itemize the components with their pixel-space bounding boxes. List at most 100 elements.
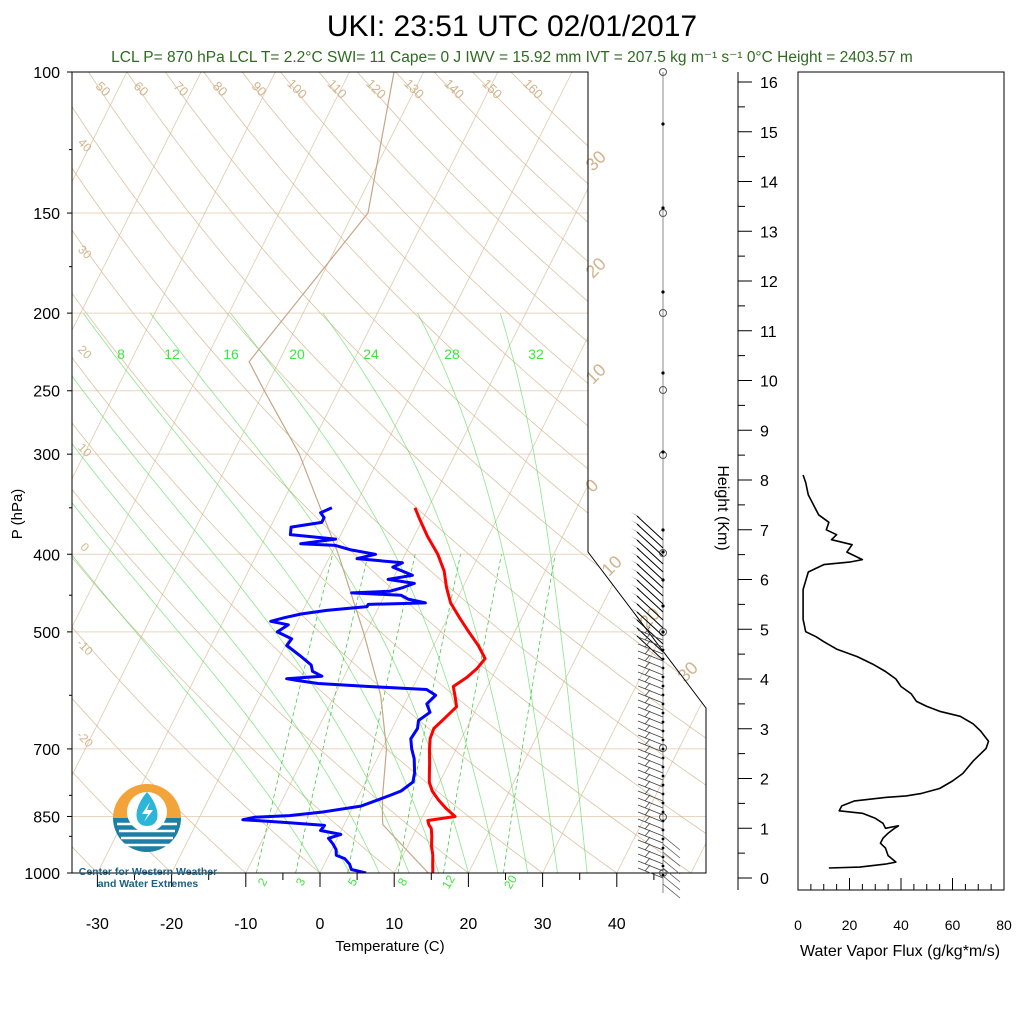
wind-level-dot [661, 774, 665, 778]
temperature-tick-label: 40 [608, 916, 626, 933]
wind-level-dot [661, 747, 665, 751]
pressure-tick-label: 100 [33, 65, 60, 82]
isotherm-line [245, 72, 647, 873]
wind-barb-flag [631, 536, 641, 542]
wind-barb-feather [644, 829, 651, 837]
moist-adiabat-label: 32 [528, 346, 544, 362]
wind-barb-shaft [637, 727, 664, 739]
moist-adiabat-line [72, 312, 410, 873]
moist-adiabat-line [322, 312, 529, 873]
isotherm-line [468, 72, 706, 873]
wind-barb-flag [631, 528, 641, 534]
height-tick-label: 12 [760, 274, 778, 291]
moist-adiabat-label: 28 [444, 346, 460, 362]
pressure-tick-label: 150 [33, 206, 60, 223]
dry-adiabat-label: 100 [284, 76, 310, 102]
isotherm-label: 20 [582, 254, 610, 282]
mixing-ratio-label: 8 [395, 875, 411, 888]
wind-barb-feather [644, 668, 651, 676]
wind-barb-shaft [636, 563, 664, 589]
wvf-profile [802, 474, 990, 869]
wind-barb-shaft [637, 804, 664, 816]
dry-adiabat-line [241, 72, 706, 873]
temperature-tick-label: -20 [160, 916, 183, 933]
wind-barb-flag [631, 512, 641, 518]
isotherm-line [72, 72, 350, 873]
dry-adiabat-line [72, 72, 706, 873]
dry-adiabat-line [72, 72, 706, 873]
stats-line: LCL P= 870 hPa LCL T= 2.2°C SWI= 11 Cape… [111, 49, 913, 66]
wind-barb-feather [644, 738, 651, 746]
dry-adiabat-label: 10 [75, 440, 95, 460]
wind-barb-shaft [637, 860, 664, 872]
dry-adiabat-line [472, 72, 706, 873]
wind-barb-shaft [636, 619, 664, 645]
dry-adiabat-label: 20 [75, 342, 95, 362]
wvf-frame [797, 71, 1005, 891]
mixing-ratio-label: 12 [439, 872, 458, 891]
dry-adiabat-label: 150 [479, 76, 505, 102]
wind-barb-feather [644, 822, 651, 830]
dry-adiabat-line [203, 72, 706, 873]
logo-caption-line2: and Water Extremes [97, 878, 199, 890]
wind-barb-feather [644, 780, 651, 788]
wind-barb-shaft [662, 859, 681, 875]
wind-barb-feather [644, 710, 651, 718]
wind-barb-flag [631, 632, 641, 638]
wind-barb-shaft [636, 555, 664, 581]
isotherm-line [72, 72, 425, 873]
moist-adiabat-line [150, 312, 469, 873]
wind-barb-shaft [636, 571, 664, 597]
cw3e-logo [113, 784, 181, 852]
wind-barb-shaft [637, 853, 664, 865]
mixing-ratio-line [397, 554, 461, 873]
skewt-border [71, 71, 707, 874]
wind-barb-flag [631, 584, 641, 590]
wind-barb-shaft [637, 699, 664, 711]
mixing-ratio-label: 3 [293, 875, 309, 888]
wind-barb-feather [644, 703, 651, 711]
wind-barb-flag [631, 544, 641, 550]
height-tick-label: 5 [760, 622, 769, 639]
dry-adiabat-label: 110 [325, 76, 350, 101]
wind-level-dot [661, 720, 665, 724]
wind-barb-shaft [637, 839, 664, 851]
mixing-ratio-label: 5 [345, 875, 361, 888]
dry-adiabat-line [164, 72, 706, 873]
dry-adiabat-line [72, 72, 266, 873]
height-tick-label: 10 [760, 374, 778, 391]
wind-level-dot [661, 290, 665, 294]
dry-adiabat-line [72, 72, 115, 873]
mixing-ratio-line [503, 554, 556, 873]
moist-adiabat-line [499, 312, 588, 873]
wind-barb-shaft [637, 762, 664, 774]
wvf-tick-label: 60 [945, 917, 961, 933]
isotherm-label: 10 [598, 552, 626, 580]
wind-barb-shaft [637, 832, 664, 844]
wind-barb-flag [631, 576, 641, 582]
wind-barb-shaft [637, 776, 664, 788]
height-tick-label: 2 [760, 772, 769, 789]
wind-barb-feather [644, 661, 651, 669]
height-tick-label: 6 [760, 573, 769, 590]
height-tick-label: 13 [760, 224, 778, 241]
wind-barb-feather [644, 773, 651, 781]
moist-adiabat-label: 8 [117, 346, 125, 362]
mixing-ratio-line [347, 554, 416, 873]
wind-level-dot [661, 828, 665, 832]
wind-barb-shaft [637, 818, 664, 830]
wind-barb-shaft [662, 883, 681, 899]
dry-adiabat-line [318, 72, 706, 873]
wind-barb-shaft [637, 748, 664, 760]
wind-barb-feather [644, 717, 651, 725]
wind-barb-shaft [637, 867, 664, 879]
temperature-tick-label: 0 [316, 916, 325, 933]
wind-level-dot [661, 684, 665, 688]
wind-barb-feather [644, 689, 651, 697]
dry-adiabat-line [72, 72, 491, 873]
dry-adiabat-label: 130 [401, 76, 427, 102]
wind-barb-shaft [637, 846, 664, 858]
temperature-tick-label: 30 [534, 916, 552, 933]
dry-adiabat-label: 30 [75, 242, 95, 262]
wvf-tick-label: 0 [794, 917, 802, 933]
